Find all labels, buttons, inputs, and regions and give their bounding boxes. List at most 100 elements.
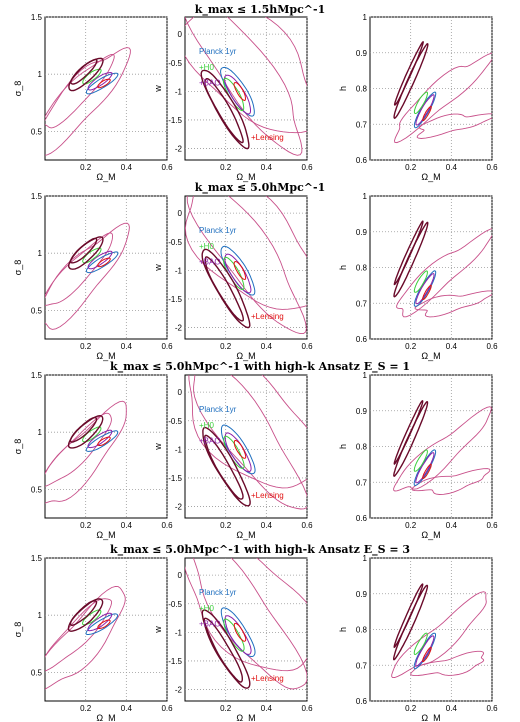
y-tick-label: -0.5 <box>168 59 182 68</box>
x-axis-label: Ω_M <box>96 713 115 722</box>
panel-2-omegam-sigma8: 0.2 0.4 0.6 0.5 1 1.5 Ω_M σ_8 <box>13 192 173 361</box>
panel-3-omegam-sigma8: 0.2 0.4 0.6 0.5 1 1.5 Ω_M σ_8 <box>13 371 173 540</box>
h0-contour <box>81 609 102 626</box>
lensing-contour <box>97 619 111 629</box>
x-tick-label: 0.6 <box>486 704 498 713</box>
y-tick-label: 1 <box>363 13 368 22</box>
y-tick-label: 0 <box>178 209 183 218</box>
prior-contour <box>45 400 127 504</box>
x-tick-label: 0.2 <box>405 163 417 172</box>
axes-frame <box>44 374 168 519</box>
planck-contour <box>85 72 119 95</box>
h0-contour <box>82 68 102 85</box>
y-tick-label: -1 <box>175 266 183 275</box>
lensing-contour <box>97 257 111 268</box>
panel-4-omegam-h: 0.2 0.4 0.6 0.6 0.7 0.8 0.9 1 Ω_M h <box>338 554 498 722</box>
y-tick-label: 0.8 <box>356 626 368 635</box>
y-tick-label: 1.5 <box>31 554 43 563</box>
y-tick-label: 0.5 <box>31 668 43 677</box>
y-tick-label: -1 <box>175 445 183 454</box>
y-tick-label: -2 <box>175 145 183 154</box>
contour-group <box>45 222 130 330</box>
prior-contour <box>192 558 307 690</box>
legend-planck: Planck 1yr <box>199 226 237 235</box>
x-axis-label: Ω_M <box>236 713 255 722</box>
y-axis-label: h <box>338 265 348 270</box>
y-axis-label: σ_8 <box>13 81 23 97</box>
x-axis-label: Ω_M <box>421 172 440 182</box>
planck-contour <box>413 270 437 307</box>
y-tick-label: -1.5 <box>168 116 182 125</box>
x-tick-label: 0.6 <box>486 342 498 351</box>
lensing-dark-contour <box>69 237 98 264</box>
panel-2-omegam-h: 0.2 0.4 0.6 0.6 0.7 0.8 0.9 1 Ω_M h <box>338 192 498 361</box>
x-axis-label: Ω_M <box>421 351 440 361</box>
x-tick-label: 0.2 <box>220 163 232 172</box>
x-tick-label: 0.4 <box>121 704 133 713</box>
x-tick-label: 0.2 <box>220 704 232 713</box>
legend-bao: +BAO <box>199 258 221 267</box>
x-tick-label: 0.4 <box>121 342 133 351</box>
x-tick-label: 0.4 <box>446 342 458 351</box>
planck-contour <box>413 632 436 670</box>
y-tick-label: 0.8 <box>356 85 368 94</box>
row-title-1: k_max ≤ 1.5hMpc^-1 <box>194 3 326 16</box>
bao-contour <box>87 612 113 632</box>
bao-contour <box>224 74 251 115</box>
lensing-dark-contour <box>393 583 424 649</box>
y-tick-label: 0.8 <box>356 443 368 452</box>
lensing-contour <box>233 260 247 280</box>
lensing-dark-contour <box>201 248 251 329</box>
y-tick-label: -1 <box>175 87 183 96</box>
lensing-dark-contour <box>393 399 424 466</box>
legend-bao: +BAO <box>199 437 221 446</box>
legend-h0: +H0 <box>199 604 214 613</box>
y-axis-label: σ_8 <box>13 260 23 276</box>
lensing-contour <box>422 105 432 122</box>
y-tick-label: -2 <box>175 686 183 695</box>
bao-contour <box>87 429 113 449</box>
bao-contour <box>415 635 435 667</box>
y-tick-label: 0 <box>178 30 183 39</box>
axes-frame <box>44 557 168 702</box>
contour-group <box>391 583 487 679</box>
y-tick-label: 1 <box>38 428 43 437</box>
y-tick-label: 1 <box>363 192 368 201</box>
lensing-dark-contour <box>200 69 250 150</box>
lensing-dark-contour <box>204 434 244 500</box>
x-tick-label: 0.4 <box>446 521 458 530</box>
prior-contour <box>45 222 130 330</box>
planck-contour <box>85 430 119 452</box>
prior-contour <box>391 591 487 679</box>
bao-contour <box>415 452 435 484</box>
x-tick-label: 0.2 <box>80 163 92 172</box>
prior-contour <box>410 650 485 677</box>
y-axis-label: w <box>153 264 163 272</box>
y-tick-label: 0.7 <box>356 120 368 129</box>
bao-contour <box>224 432 252 473</box>
x-tick-label: 0.4 <box>261 521 273 530</box>
x-tick-label: 0.4 <box>121 163 133 172</box>
y-tick-label: 1 <box>38 611 43 620</box>
y-tick-label: -1 <box>175 628 183 637</box>
x-axis-label: Ω_M <box>236 351 255 361</box>
y-axis-label: h <box>338 444 348 449</box>
contour-group <box>45 400 127 504</box>
lensing-contour <box>422 463 432 479</box>
y-axis-label: σ_8 <box>13 439 23 455</box>
x-tick-label: 0.2 <box>405 342 417 351</box>
prior-contour <box>185 558 307 672</box>
contour-group <box>393 220 492 318</box>
y-tick-label: -1.5 <box>168 657 182 666</box>
x-tick-label: 0.6 <box>301 521 313 530</box>
y-tick-label: 1 <box>363 554 368 563</box>
prior-contour <box>193 375 307 510</box>
lensing-dark-contour <box>69 600 98 626</box>
bao-contour <box>87 71 113 91</box>
y-tick-label: -0.5 <box>168 600 182 609</box>
contour-group <box>393 399 492 495</box>
y-tick-label: 0.7 <box>356 478 368 487</box>
y-tick-label: 0 <box>178 571 183 580</box>
axes-frame <box>44 195 168 340</box>
